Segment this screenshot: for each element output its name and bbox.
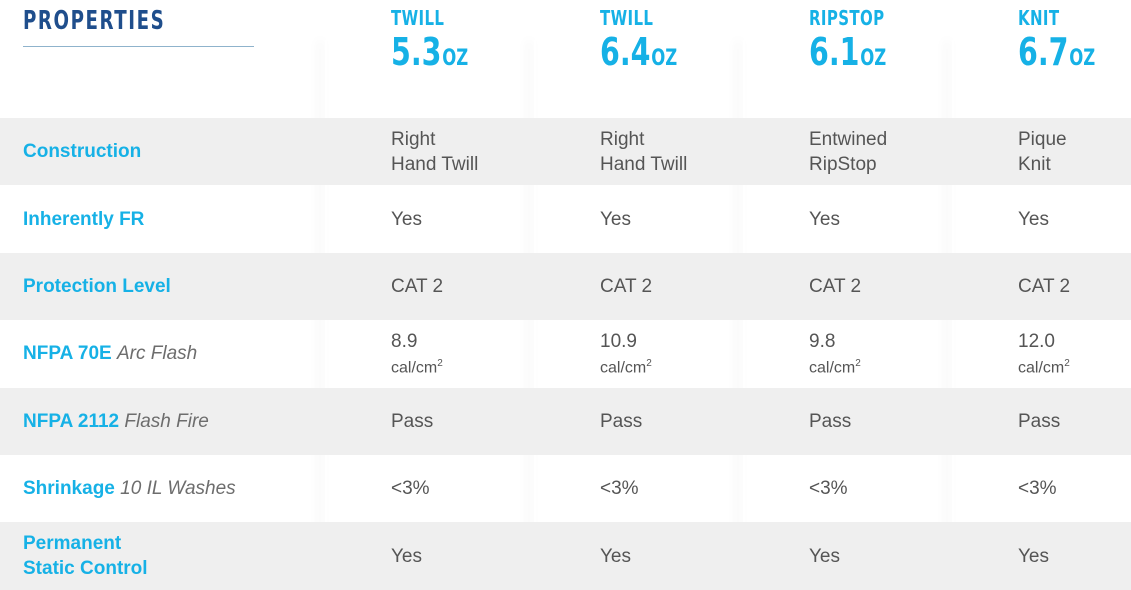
fabric-weight: 6.7 [1018, 30, 1069, 74]
table-cell: <3% [600, 478, 639, 500]
row-label: Construction [23, 141, 142, 163]
table-cell: <3% [809, 478, 848, 500]
table-cell: CAT 2 [391, 275, 444, 297]
fabric-type: RIPSTOP [809, 6, 885, 30]
fabric-column-header: TWILL 5.3 OZ [391, 6, 494, 72]
row-label: Permanent Static Control [23, 533, 148, 580]
fabric-type: TWILL [391, 6, 445, 30]
table-row: Shrinkage 10 IL Washes <3% <3% <3% <3% [0, 455, 1131, 522]
fabric-column-header: TWILL 6.4 OZ [600, 6, 703, 72]
heading-underline [23, 46, 254, 47]
fabric-column-header: KNIT 6.7 OZ [1018, 6, 1121, 72]
table-cell: Yes [391, 545, 422, 567]
table-header: PROPERTIES TWILL 5.3 OZ TWILL 6.4 OZ RIPST… [0, 0, 1131, 118]
table-cell: Pique Knit [1018, 128, 1067, 175]
properties-table: Construction Right Hand Twill Right Hand T… [0, 118, 1131, 590]
table-cell: 10.9 cal/cm2 [600, 331, 652, 377]
table-row: Protection Level CAT 2 CAT 2 CAT 2 CAT 2 [0, 252, 1131, 321]
fabric-weight: 6.4 [600, 30, 651, 74]
fabric-column-header: RIPSTOP 6.1 OZ [809, 6, 912, 72]
table-cell: Pass [600, 410, 643, 432]
row-label: Protection Level [23, 275, 171, 297]
table-cell: Right Hand Twill [391, 128, 479, 175]
table-row: Construction Right Hand Twill Right Hand T… [0, 118, 1131, 186]
table-cell: Yes [600, 545, 631, 567]
table-cell: Yes [809, 208, 840, 230]
table-cell: 9.8 cal/cm2 [809, 331, 861, 377]
table-cell: CAT 2 [809, 275, 862, 297]
table-cell: Yes [600, 208, 631, 230]
fabric-type: KNIT [1018, 6, 1060, 30]
row-label: Shrinkage 10 IL Washes [23, 478, 236, 500]
row-label: Inherently FR [23, 208, 145, 230]
table-cell: Pass [1018, 410, 1061, 432]
fabric-weight: 5.3 [391, 30, 442, 74]
table-cell: Pass [809, 410, 852, 432]
table-cell: 12.0 cal/cm2 [1018, 331, 1070, 377]
fabric-weight-unit: OZ [651, 46, 678, 71]
fabric-weight: 6.1 [809, 30, 860, 74]
table-row: Inherently FR Yes Yes Yes Yes [0, 185, 1131, 252]
table-cell: <3% [391, 478, 430, 500]
row-label: NFPA 70E Arc Flash [23, 343, 198, 365]
table-cell: CAT 2 [600, 275, 653, 297]
table-cell: Right Hand Twill [600, 128, 688, 175]
properties-heading: PROPERTIES [23, 6, 166, 36]
table-cell: CAT 2 [1018, 275, 1071, 297]
table-cell: Yes [391, 208, 422, 230]
table-row: NFPA 2112 Flash Fire Pass Pass Pass Pass [0, 387, 1131, 455]
table-row: Permanent Static Control Yes Yes Yes Yes [0, 522, 1131, 590]
row-label: NFPA 2112 Flash Fire [23, 410, 209, 432]
fabric-weight-unit: OZ [442, 46, 469, 71]
table-row: NFPA 70E Arc Flash 8.9 cal/cm2 10.9 cal/cm… [0, 320, 1131, 387]
table-cell: Yes [1018, 208, 1049, 230]
table-cell: Entwined RipStop [809, 128, 888, 175]
fabric-weight-unit: OZ [1069, 46, 1096, 71]
table-cell: Pass [391, 410, 434, 432]
table-cell: Yes [1018, 545, 1049, 567]
table-cell: 8.9 cal/cm2 [391, 331, 443, 377]
table-cell: <3% [1018, 478, 1057, 500]
fabric-weight-unit: OZ [860, 46, 887, 71]
fabric-type: TWILL [600, 6, 654, 30]
table-cell: Yes [809, 545, 840, 567]
